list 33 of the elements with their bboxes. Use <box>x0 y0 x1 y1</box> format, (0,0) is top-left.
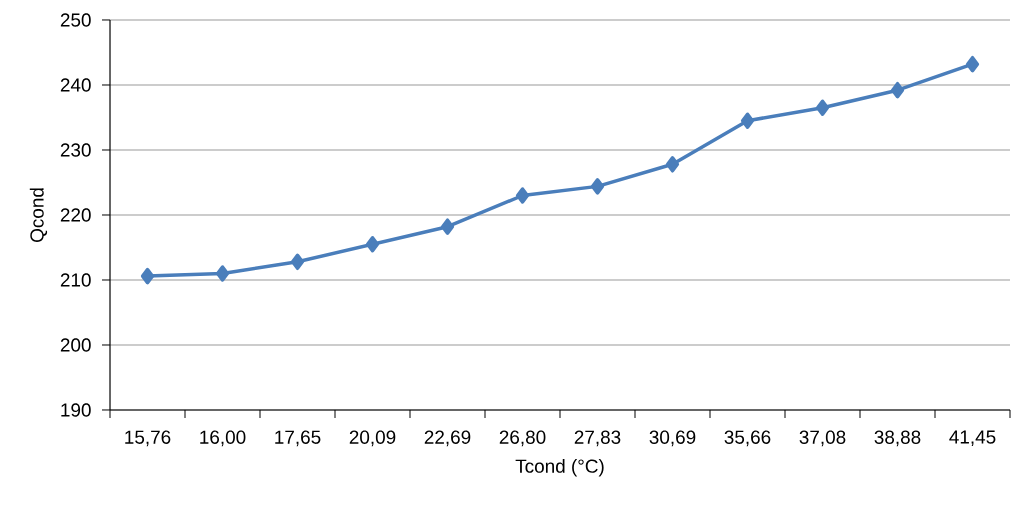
x-tick-label: 22,69 <box>424 430 471 447</box>
x-tick-label: 37,08 <box>799 430 846 447</box>
x-tick-label: 35,66 <box>724 430 771 447</box>
point <box>290 253 305 271</box>
point <box>440 218 455 235</box>
x-tick-label: 20,09 <box>349 430 396 447</box>
y-tick-label: 220 <box>60 208 91 222</box>
point <box>590 178 605 195</box>
x-tick-label: 26,80 <box>499 430 546 447</box>
point <box>515 187 530 204</box>
point <box>890 81 905 99</box>
y-tick-label: 200 <box>60 338 91 352</box>
y-tick-label: 230 <box>60 143 91 157</box>
y-tick-label: 240 <box>60 78 91 92</box>
point <box>365 235 380 253</box>
x-tick-label: 27,83 <box>574 430 621 447</box>
point <box>740 112 755 129</box>
x-tick-label: 17,65 <box>275 430 321 447</box>
x-axis-title: Tcond (°C) <box>515 458 604 477</box>
x-tick-label: 41,45 <box>949 430 996 446</box>
x-tick-label: 15,76 <box>125 430 171 447</box>
x-tick-label: 30,69 <box>649 430 696 447</box>
x-tick-label: 16,00 <box>200 430 246 447</box>
y-tick-label: 190 <box>61 403 91 417</box>
y-axis-title: Qcond <box>29 188 48 242</box>
point <box>140 267 155 285</box>
point <box>215 265 230 282</box>
point <box>665 156 680 173</box>
x-tick-label: 38,88 <box>874 430 921 447</box>
y-tick-label: 210 <box>60 273 91 287</box>
y-tick-label: 250 <box>60 13 91 27</box>
point <box>965 55 980 73</box>
point <box>815 99 830 116</box>
